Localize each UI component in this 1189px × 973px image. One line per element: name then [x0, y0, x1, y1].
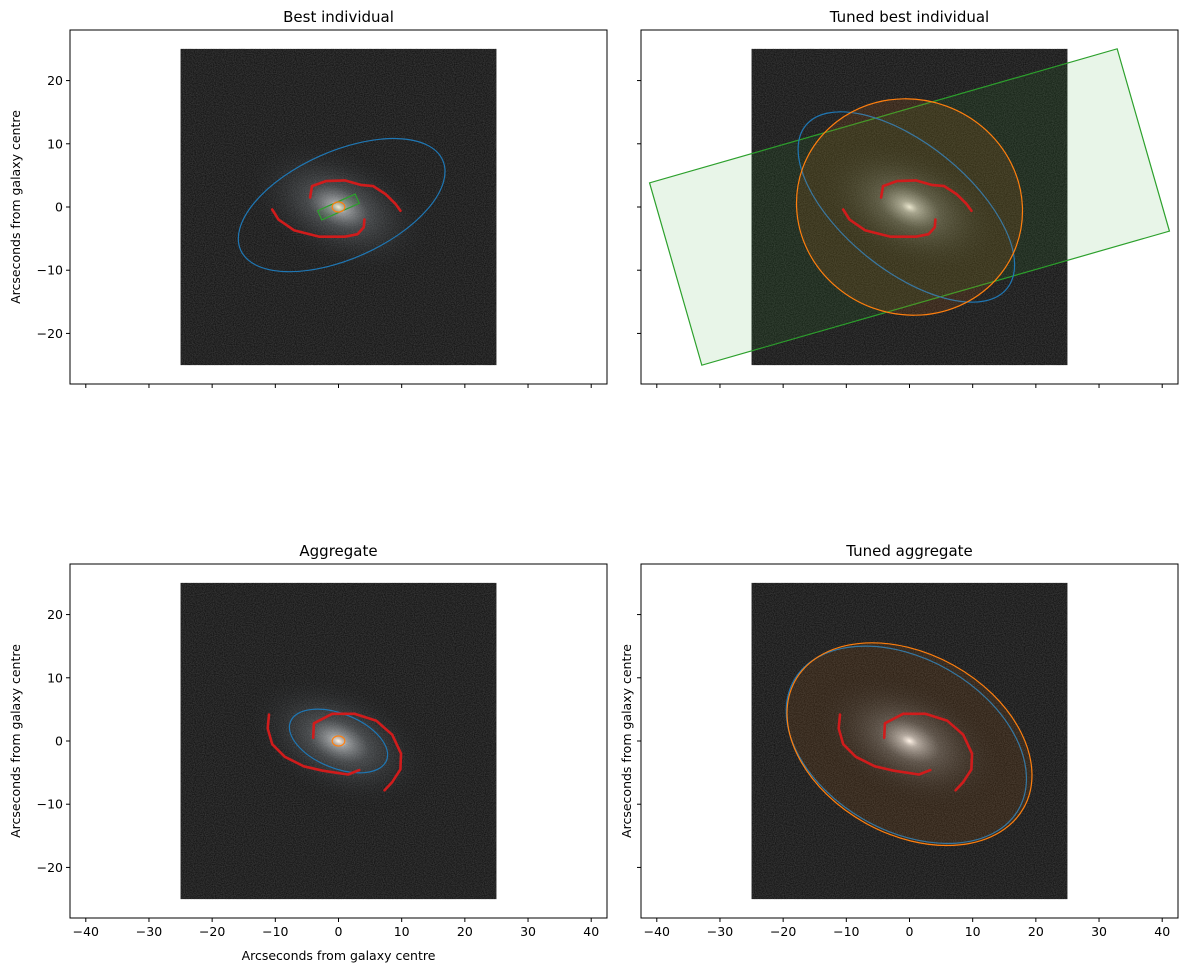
panel-1-spiral-arm-1 — [308, 179, 402, 213]
panel-2-title: Tuned best individual — [829, 8, 989, 26]
panel-3-ytick-label: 20 — [47, 607, 63, 622]
panel-1-ytick-label: 10 — [47, 136, 63, 151]
panel-2-plot-area — [648, 48, 1171, 366]
panel-2-bar-component — [648, 48, 1171, 366]
panel-3-ytick-label: −10 — [37, 797, 63, 812]
panel-4-galaxy-glow — [808, 668, 1011, 814]
panel-1-disk-component — [237, 137, 446, 273]
panel-1-ytick-label: −10 — [37, 263, 63, 278]
panel-4-plot-area — [751, 582, 1068, 900]
panel-3-title: Aggregate — [299, 542, 377, 560]
panel-3-xtick-label: 30 — [520, 924, 536, 939]
panel-3-xtick-label: −10 — [262, 924, 288, 939]
panel-4-spiral-arm-1 — [882, 712, 974, 792]
panel-3-xtick-label: 40 — [583, 924, 599, 939]
panel-2-disk-component — [797, 111, 1016, 303]
panel-3-plot-area — [180, 582, 497, 900]
panel-3-xtick-label: −30 — [136, 924, 162, 939]
panel-2-spiral-arm-2 — [841, 208, 937, 238]
panel-1-spiral-arm-2 — [270, 208, 366, 238]
panel-3-ytick-label: 10 — [47, 670, 63, 685]
panel-1-ytick-label: 0 — [55, 200, 63, 215]
panel-3-ytick-label: −20 — [37, 860, 63, 875]
panel-1-ytick-label: 20 — [47, 73, 63, 88]
panel-3-spiral-arm-1 — [311, 712, 403, 792]
panel-3-ytick-label: 0 — [55, 734, 63, 749]
panel-1-plot-area — [180, 48, 497, 366]
panel-4-xtick-label: 10 — [965, 924, 981, 939]
panel-4-xtick-label: −20 — [770, 924, 796, 939]
panel-4-title: Tuned aggregate — [845, 542, 973, 560]
panel-4: −40 −30 −20 −10 0 10 20 30 40 Tuned aggregate Arcs… — [619, 542, 1179, 939]
panel-4-xtick-label: 20 — [1028, 924, 1044, 939]
panel-1-title: Best individual — [283, 8, 394, 26]
panel-2-bulge-component — [795, 98, 1024, 316]
panel-1-ytick-label: −20 — [37, 326, 63, 341]
panel-3-ylabel: Arcseconds from galaxy centre — [8, 644, 23, 838]
panel-4-xtick-label: 40 — [1154, 924, 1170, 939]
panel-4-xtick-label: 0 — [906, 924, 914, 939]
panel-1-ylabel: Arcseconds from galaxy centre — [8, 110, 23, 304]
panel-2: Tuned best individual — [637, 8, 1179, 388]
panel-3-xtick-label: −20 — [199, 924, 225, 939]
panel-3-xtick-label: 20 — [457, 924, 473, 939]
panel-3-spiral-arm-2 — [266, 713, 361, 776]
panel-3-xtick-label: −40 — [73, 924, 99, 939]
panel-1-bulge-component — [331, 201, 346, 213]
panel-4-xtick-label: −40 — [644, 924, 670, 939]
panel-4-ylabel: Arcseconds from galaxy centre — [619, 644, 634, 838]
panel-4-xtick-label: 30 — [1091, 924, 1107, 939]
panel-2-spiral-arm-1 — [879, 179, 973, 213]
panel-3: −40 −30 −20 −10 0 10 20 30 40 −20 −10 0 10 20 Aggregat… — [8, 542, 608, 963]
panel-4-bulge-component — [786, 642, 1033, 847]
panel-4-spiral-arm-2 — [837, 713, 932, 776]
panel-4-disk-component — [785, 645, 1028, 845]
panel-3-bulge-component — [331, 735, 346, 747]
panel-4-xtick-label: −10 — [833, 924, 859, 939]
panel-3-xtick-label: 10 — [394, 924, 410, 939]
panel-3-xtick-label: 0 — [335, 924, 343, 939]
panel-3-xlabel: Arcseconds from galaxy centre — [242, 948, 436, 963]
panel-4-xtick-label: −30 — [707, 924, 733, 939]
panel-3-disk-component — [288, 708, 389, 774]
panel-1: −20 −10 0 10 20 Best individual Arcseconds fro… — [8, 8, 608, 388]
panel-1-galaxy-glow — [237, 134, 440, 280]
panel-3-galaxy-glow — [237, 668, 440, 814]
